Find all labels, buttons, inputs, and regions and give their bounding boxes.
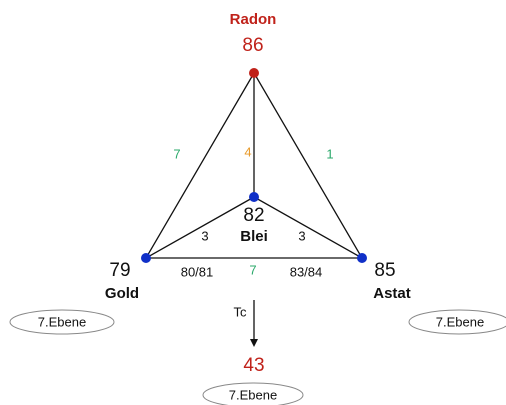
arrow-head [250, 339, 258, 347]
node-dot [357, 253, 367, 263]
node-name: Blei [240, 228, 268, 245]
edge-label: 4 [244, 144, 251, 159]
line [253, 196, 363, 259]
triangle-lines [145, 72, 363, 347]
decay-product: 43 [243, 355, 264, 376]
level-ellipse [408, 309, 506, 335]
edge-label: 7 [249, 262, 256, 277]
edge-label: 1 [326, 146, 333, 161]
level-ellipse [202, 382, 304, 405]
node-number: 85 [374, 260, 395, 281]
line [253, 72, 363, 259]
decay-label: Tc [234, 304, 248, 319]
node-number: 79 [109, 260, 130, 281]
node-name: Gold [105, 285, 139, 302]
node-dot [249, 68, 259, 78]
edge-label: 83/84 [290, 264, 323, 279]
line [145, 72, 255, 259]
node-number: 82 [243, 205, 264, 226]
edge-label: 3 [298, 228, 305, 243]
level-label: 7.Ebene [38, 314, 86, 329]
edge-label: 3 [201, 228, 208, 243]
node-dot [249, 192, 259, 202]
node-name: Radon [230, 11, 277, 28]
node-name: Astat [373, 285, 411, 302]
line [145, 196, 255, 259]
node-dot [141, 253, 151, 263]
level-ellipse [9, 309, 115, 335]
edge-label: 7 [173, 146, 180, 161]
level-label: 7.Ebene [229, 387, 277, 402]
edge-label: 80/81 [181, 264, 214, 279]
node-number: 86 [242, 35, 263, 56]
level-label: 7.Ebene [436, 314, 484, 329]
